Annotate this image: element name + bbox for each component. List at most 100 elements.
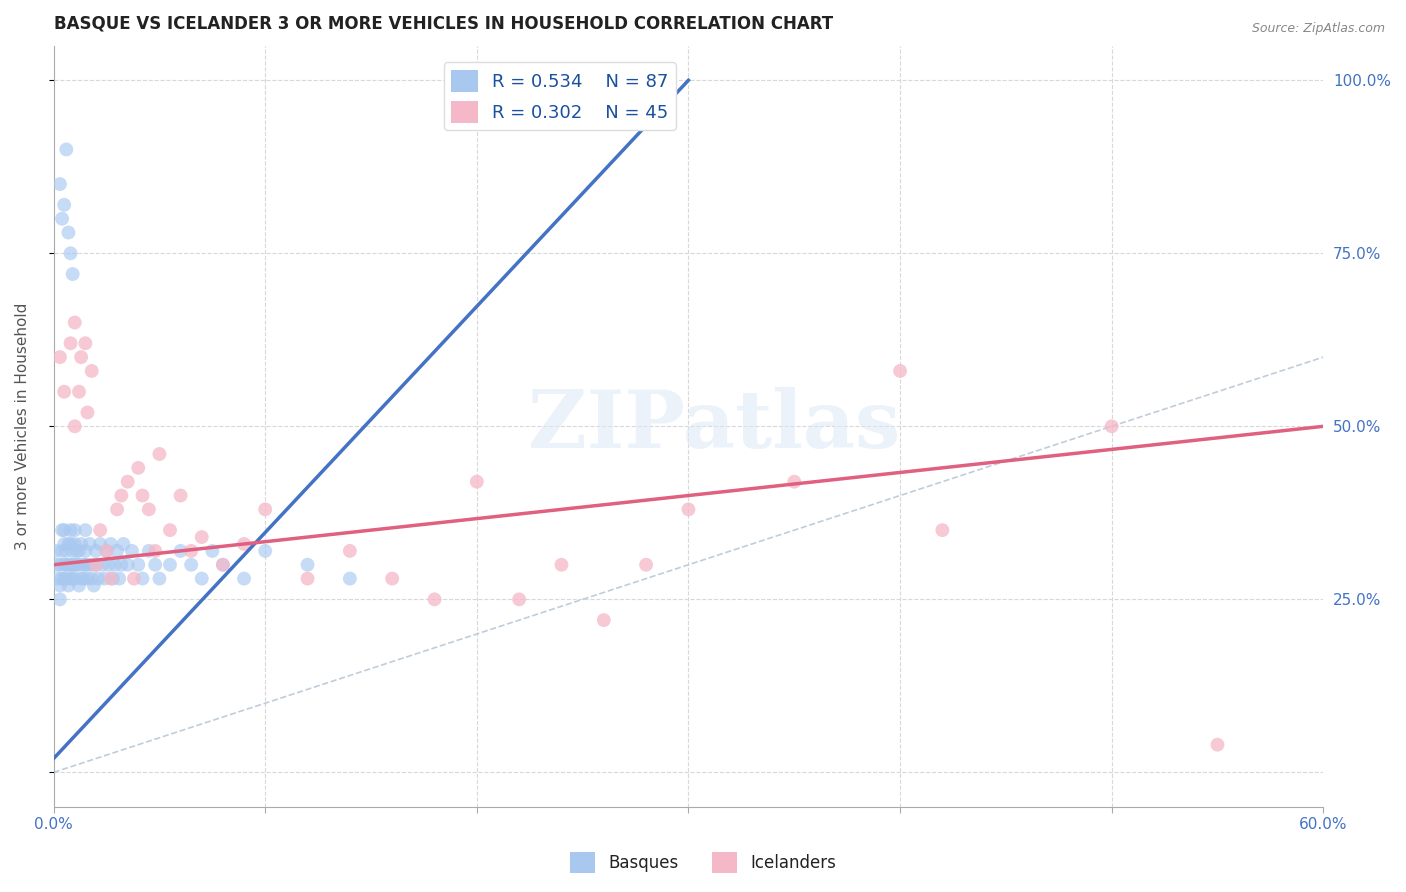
- Point: [59, 572, 82, 586]
- Point: [62, 572, 84, 586]
- Point: [76, 572, 98, 586]
- Point: [783, 475, 806, 489]
- Point: [1206, 738, 1229, 752]
- Point: [59, 537, 82, 551]
- Y-axis label: 3 or more Vehicles in Household: 3 or more Vehicles in Household: [15, 302, 30, 550]
- Point: [96, 544, 118, 558]
- Point: [49, 578, 72, 592]
- Point: [131, 489, 153, 503]
- Legend: R = 0.534    N = 87, R = 0.302    N = 45: R = 0.534 N = 87, R = 0.302 N = 45: [443, 62, 676, 130]
- Point: [62, 558, 84, 572]
- Text: Source: ZipAtlas.com: Source: ZipAtlas.com: [1251, 22, 1385, 36]
- Point: [75, 558, 97, 572]
- Point: [84, 544, 107, 558]
- Point: [101, 572, 124, 586]
- Point: [233, 572, 256, 586]
- Point: [66, 544, 89, 558]
- Point: [233, 537, 256, 551]
- Point: [110, 489, 132, 503]
- Point: [67, 544, 90, 558]
- Point: [180, 544, 202, 558]
- Point: [212, 558, 235, 572]
- Point: [84, 558, 107, 572]
- Point: [63, 419, 86, 434]
- Point: [49, 558, 72, 572]
- Point: [45, 544, 67, 558]
- Point: [75, 544, 97, 558]
- Point: [53, 572, 76, 586]
- Point: [59, 336, 82, 351]
- Point: [159, 558, 181, 572]
- Point: [83, 578, 105, 592]
- Point: [112, 537, 135, 551]
- Point: [84, 558, 107, 572]
- Point: [58, 537, 80, 551]
- Point: [55, 143, 77, 157]
- Point: [148, 447, 170, 461]
- Point: [89, 523, 111, 537]
- Point: [58, 226, 80, 240]
- Point: [180, 558, 202, 572]
- Point: [465, 475, 488, 489]
- Point: [70, 537, 93, 551]
- Point: [55, 572, 77, 586]
- Point: [1101, 419, 1123, 434]
- Point: [117, 475, 139, 489]
- Point: [143, 558, 166, 572]
- Point: [59, 523, 82, 537]
- Point: [339, 572, 361, 586]
- Point: [169, 489, 191, 503]
- Point: [931, 523, 953, 537]
- Point: [70, 572, 93, 586]
- Point: [63, 537, 86, 551]
- Point: [297, 558, 319, 572]
- Point: [636, 558, 658, 572]
- Point: [58, 558, 80, 572]
- Point: [63, 558, 86, 572]
- Point: [75, 523, 97, 537]
- Point: [76, 558, 98, 572]
- Point: [49, 177, 72, 191]
- Point: [97, 558, 120, 572]
- Point: [339, 544, 361, 558]
- Point: [53, 558, 76, 572]
- Point: [127, 558, 149, 572]
- Point: [80, 572, 103, 586]
- Point: [550, 558, 572, 572]
- Point: [889, 364, 911, 378]
- Point: [75, 336, 97, 351]
- Point: [87, 572, 110, 586]
- Point: [190, 572, 212, 586]
- Point: [67, 558, 90, 572]
- Text: BASQUE VS ICELANDER 3 OR MORE VEHICLES IN HOUSEHOLD CORRELATION CHART: BASQUE VS ICELANDER 3 OR MORE VEHICLES I…: [53, 15, 832, 33]
- Point: [122, 572, 145, 586]
- Point: [121, 544, 143, 558]
- Point: [53, 384, 76, 399]
- Point: [59, 246, 82, 260]
- Point: [297, 572, 319, 586]
- Point: [254, 502, 277, 516]
- Point: [104, 558, 127, 572]
- Point: [159, 523, 181, 537]
- Point: [46, 572, 69, 586]
- Point: [508, 592, 530, 607]
- Point: [51, 523, 73, 537]
- Point: [138, 544, 160, 558]
- Point: [55, 544, 77, 558]
- Point: [131, 572, 153, 586]
- Point: [51, 211, 73, 226]
- Point: [80, 558, 103, 572]
- Point: [381, 572, 404, 586]
- Point: [105, 544, 128, 558]
- Point: [49, 592, 72, 607]
- Point: [212, 558, 235, 572]
- Point: [110, 558, 132, 572]
- Point: [67, 384, 90, 399]
- Point: [70, 350, 93, 364]
- Point: [63, 316, 86, 330]
- Point: [63, 572, 86, 586]
- Point: [59, 558, 82, 572]
- Text: ZIPatlas: ZIPatlas: [527, 387, 900, 466]
- Point: [678, 502, 700, 516]
- Point: [254, 544, 277, 558]
